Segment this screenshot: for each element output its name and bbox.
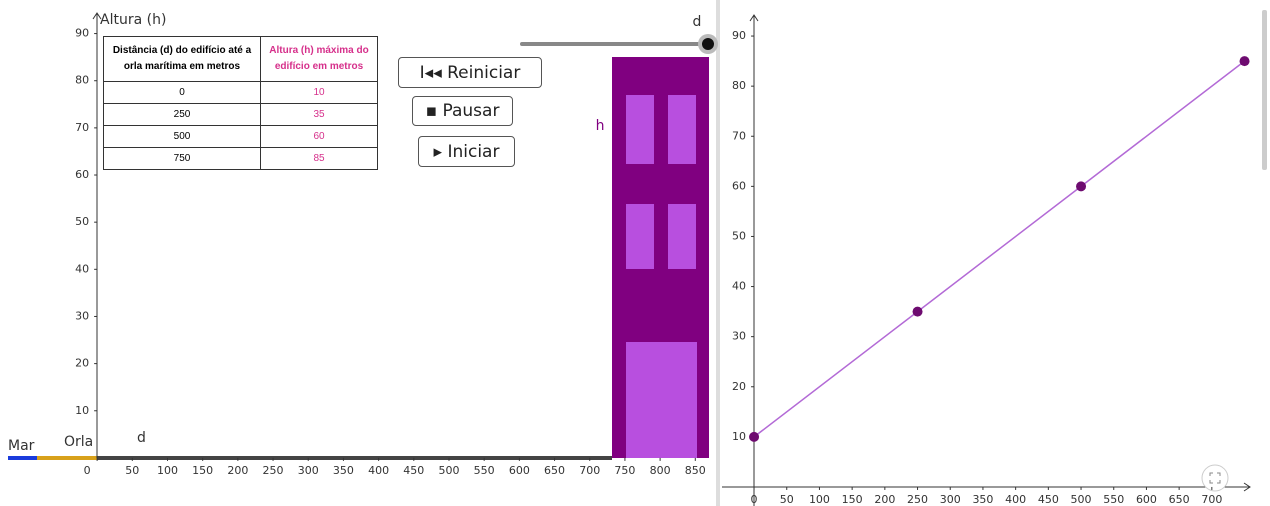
x-tick-label: 250 bbox=[907, 493, 928, 506]
y-tick-label: 10 bbox=[732, 430, 746, 443]
x-tick-label: 600 bbox=[1136, 493, 1157, 506]
table-cell: 35 bbox=[261, 104, 378, 126]
y-tick-label: 30 bbox=[732, 330, 746, 343]
x-tick-label: 800 bbox=[650, 464, 671, 477]
door bbox=[626, 342, 697, 458]
x-tick-label: 500 bbox=[438, 464, 459, 477]
x-tick-label: 50 bbox=[780, 493, 794, 506]
y-tick-label: 20 bbox=[732, 380, 746, 393]
x-tick-label: 150 bbox=[842, 493, 863, 506]
y-tick-label: 90 bbox=[75, 27, 89, 40]
x-tick-label: 500 bbox=[1071, 493, 1092, 506]
fullscreen-button[interactable] bbox=[1202, 465, 1228, 491]
point bbox=[749, 432, 759, 442]
start-button[interactable]: ▸ Iniciar bbox=[418, 136, 515, 167]
x-tick-label: 850 bbox=[685, 464, 706, 477]
reset-button[interactable]: I◂◂ Reiniciar bbox=[398, 57, 542, 88]
x-tick-label: 450 bbox=[1038, 493, 1059, 506]
x-tick-label: 400 bbox=[1005, 493, 1026, 506]
table-cell: 750 bbox=[104, 148, 261, 170]
pause-button[interactable]: ▪ Pausar bbox=[412, 96, 513, 126]
x-tick-label: 400 bbox=[368, 464, 389, 477]
line bbox=[754, 61, 1244, 437]
slider-label: d bbox=[693, 14, 702, 30]
table-cell: 0 bbox=[104, 82, 261, 104]
shore-label: Orla bbox=[64, 434, 93, 450]
y-tick-label: 50 bbox=[732, 229, 746, 242]
y-tick-label: 60 bbox=[732, 179, 746, 192]
y-tick-label: 80 bbox=[732, 79, 746, 92]
point bbox=[1076, 181, 1086, 191]
x-tick-label: 100 bbox=[809, 493, 830, 506]
y-tick-label: 20 bbox=[75, 357, 89, 370]
data-table: Distância (d) do edifício até a orla mar… bbox=[103, 36, 378, 170]
geogebra-app: Altura (h) d h Mar Orla d 10 20 30 40 50 60 70… bbox=[0, 0, 1270, 506]
x-tick-label: 300 bbox=[298, 464, 319, 477]
x-tick-label: 50 bbox=[125, 464, 139, 477]
point bbox=[913, 307, 923, 317]
x-tick-label: 150 bbox=[192, 464, 213, 477]
table-cell: 500 bbox=[104, 126, 261, 148]
x-tick-label: 0 bbox=[751, 493, 758, 506]
scrollbar bbox=[1262, 10, 1267, 170]
x-tick-label: 700 bbox=[1201, 493, 1222, 506]
x-tick-label: 350 bbox=[972, 493, 993, 506]
distance-label: d bbox=[137, 430, 146, 446]
x-tick-label: 550 bbox=[474, 464, 495, 477]
table-cell: 250 bbox=[104, 104, 261, 126]
window bbox=[626, 204, 654, 269]
x-tick-label: 650 bbox=[1169, 493, 1190, 506]
table-cell: 85 bbox=[261, 148, 378, 170]
y-tick-label: 70 bbox=[75, 121, 89, 134]
x-tick-label: 650 bbox=[544, 464, 565, 477]
x-tick-label: 450 bbox=[403, 464, 424, 477]
x-tick-label: 750 bbox=[614, 464, 635, 477]
x-tick-label: 0 bbox=[84, 464, 91, 477]
y-tick-label: 50 bbox=[75, 215, 89, 228]
y-tick-label: 70 bbox=[732, 129, 746, 142]
sea-label: Mar bbox=[8, 438, 35, 454]
y-tick-label: 30 bbox=[75, 309, 89, 322]
window bbox=[668, 204, 696, 269]
y-tick-label: 40 bbox=[75, 262, 89, 275]
x-tick-label: 200 bbox=[227, 464, 248, 477]
window bbox=[668, 95, 696, 164]
y-tick-label: 80 bbox=[75, 74, 89, 87]
x-tick-label: 600 bbox=[509, 464, 530, 477]
table-header: Altura (h) máxima do edifício em metros bbox=[261, 37, 378, 82]
x-tick-label: 550 bbox=[1103, 493, 1124, 506]
y-tick-label: 60 bbox=[75, 168, 89, 181]
height-label: h bbox=[596, 118, 605, 134]
x-tick-label: 200 bbox=[874, 493, 895, 506]
y-axis-label: Altura (h) bbox=[100, 12, 166, 28]
table-header: Distância (d) do edifício até a orla mar… bbox=[104, 37, 261, 82]
y-tick-label: 90 bbox=[732, 29, 746, 42]
x-tick-label: 250 bbox=[263, 464, 284, 477]
table-cell: 10 bbox=[261, 82, 378, 104]
x-tick-label: 350 bbox=[333, 464, 354, 477]
x-tick-label: 100 bbox=[157, 464, 178, 477]
point bbox=[1240, 56, 1250, 66]
y-tick-label: 10 bbox=[75, 404, 89, 417]
table-cell: 60 bbox=[261, 126, 378, 148]
window bbox=[626, 95, 654, 164]
slider-knob[interactable] bbox=[702, 38, 714, 50]
x-tick-label: 700 bbox=[579, 464, 600, 477]
x-tick-label: 300 bbox=[940, 493, 961, 506]
y-tick-label: 40 bbox=[732, 280, 746, 293]
